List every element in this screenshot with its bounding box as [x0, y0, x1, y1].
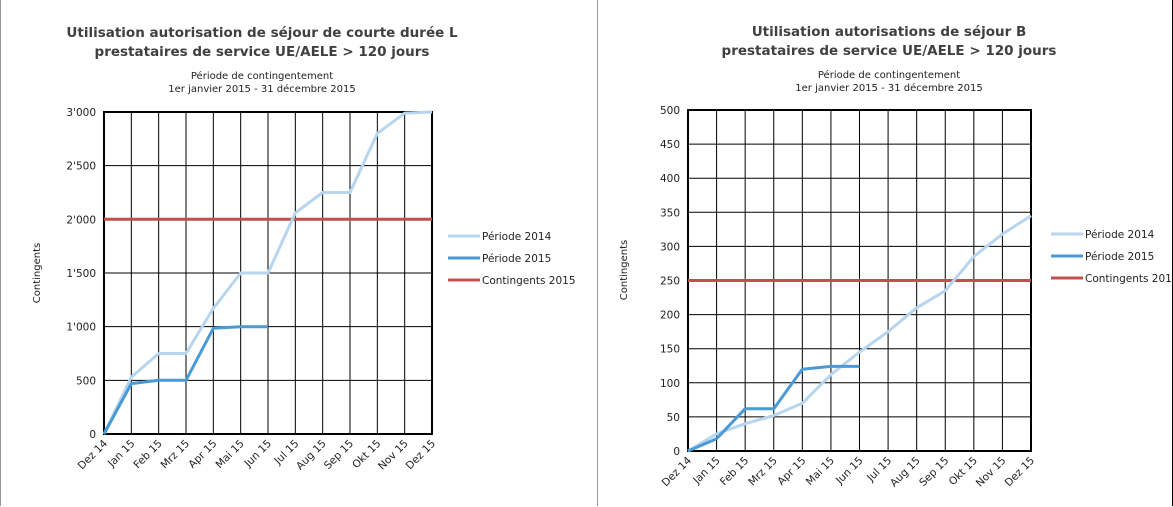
y-axis-label: Contingents — [32, 243, 43, 303]
legend-label: Période 2014 — [1085, 229, 1155, 241]
x-tick-label: Jun 15 — [833, 455, 866, 488]
y-tick-label: 50 — [667, 412, 680, 424]
y-tick-label: 250 — [660, 276, 680, 288]
series-line — [687, 214, 1032, 453]
x-tick-label: Feb 15 — [718, 455, 751, 488]
y-tick-label: 3'000 — [66, 107, 96, 119]
y-tick-label: 1'500 — [66, 268, 96, 280]
x-tick-label: Dez 14 — [76, 437, 111, 472]
x-tick-label: Apr 15 — [186, 438, 219, 471]
legend-label: Contingents 2015 — [482, 275, 576, 287]
x-tick-label: Aug 15 — [294, 438, 329, 473]
y-tick-label: 350 — [660, 207, 680, 219]
chart-title-line2: prestataires de service UE/AELE > 120 jo… — [722, 43, 1057, 59]
chart-subtitle: Période de contingentement — [818, 69, 960, 81]
x-tick-label: Aug 15 — [888, 455, 923, 490]
legend-label: Période 2015 — [482, 253, 551, 265]
y-tick-label: 400 — [660, 173, 680, 185]
y-tick-label: 0 — [89, 429, 96, 441]
chart-short-term-permits-L: Utilisation autorisation de séjour de co… — [32, 25, 576, 473]
x-tick-label: Mrz 15 — [158, 438, 192, 472]
x-tick-label: Jan 15 — [690, 455, 722, 487]
x-tick-label: Dez 15 — [1003, 455, 1037, 489]
y-tick-label: 500 — [660, 105, 680, 117]
y-tick-label: 2'500 — [66, 161, 96, 173]
chart-title-line2: prestataires de service UE/AELE > 120 jo… — [95, 44, 430, 60]
x-tick-label: Dez 15 — [404, 438, 438, 472]
series-line — [102, 325, 268, 435]
y-tick-label: 200 — [660, 310, 680, 322]
legend-label: Période 2015 — [1085, 251, 1154, 263]
y-tick-label: 0 — [673, 446, 680, 458]
x-tick-label: Feb 15 — [131, 438, 164, 471]
y-tick-label: 100 — [660, 378, 680, 390]
plot-area-border — [103, 111, 433, 435]
y-tick-label: 2'000 — [66, 214, 96, 226]
x-tick-label: Mai 15 — [213, 438, 246, 471]
y-tick-label: 300 — [660, 241, 680, 253]
y-tick-label: 500 — [76, 375, 96, 387]
y-tick-label: 150 — [660, 344, 680, 356]
chart-residence-permits-B: Utilisation autorisations de séjour B pr… — [619, 24, 1173, 490]
x-tick-label: Dez 14 — [660, 454, 695, 489]
x-tick-label: Nov 15 — [974, 455, 1009, 490]
chart-title: Utilisation autorisation de séjour de co… — [66, 25, 458, 41]
chart-title: Utilisation autorisations de séjour B — [752, 24, 1027, 40]
chart-subtitle-line2: 1er janvier 2015 - 31 décembre 2015 — [795, 82, 982, 94]
x-tick-label: Nov 15 — [376, 438, 411, 473]
legend-label: Contingents 2015 — [1085, 273, 1173, 285]
chart-subtitle-line2: 1er janvier 2015 - 31 décembre 2015 — [168, 83, 355, 95]
y-axis-label: Contingents — [619, 240, 630, 300]
x-tick-label: Mrz 15 — [746, 455, 780, 489]
series-line — [102, 110, 433, 435]
y-tick-label: 450 — [660, 139, 680, 151]
x-tick-label: Mai 15 — [804, 455, 837, 488]
x-tick-label: Jun 15 — [242, 438, 275, 471]
series-line — [687, 364, 860, 453]
chart-subtitle: Période de contingentement — [191, 70, 333, 82]
x-tick-label: Sep 15 — [322, 438, 356, 472]
y-tick-label: 1'000 — [66, 322, 96, 334]
x-tick-label: Sep 15 — [917, 455, 951, 489]
legend-label: Période 2014 — [482, 231, 552, 243]
x-tick-label: Apr 15 — [775, 455, 808, 488]
